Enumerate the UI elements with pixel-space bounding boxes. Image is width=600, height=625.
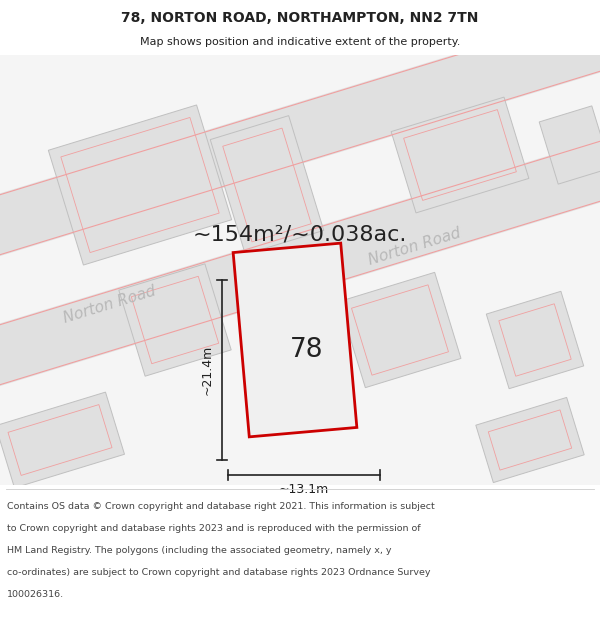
- Text: ~21.4m: ~21.4m: [201, 345, 214, 395]
- Polygon shape: [119, 264, 231, 376]
- Text: Norton Road: Norton Road: [367, 226, 463, 268]
- Polygon shape: [0, 392, 124, 488]
- Text: Contains OS data © Crown copyright and database right 2021. This information is : Contains OS data © Crown copyright and d…: [7, 502, 435, 511]
- Polygon shape: [339, 272, 461, 388]
- Text: Norton Road: Norton Road: [62, 284, 158, 326]
- Polygon shape: [539, 106, 600, 184]
- Polygon shape: [252, 259, 348, 421]
- Text: 78: 78: [290, 337, 324, 363]
- Polygon shape: [49, 105, 232, 265]
- Polygon shape: [391, 97, 529, 213]
- Text: to Crown copyright and database rights 2023 and is reproduced with the permissio: to Crown copyright and database rights 2…: [7, 524, 421, 533]
- Polygon shape: [210, 116, 324, 254]
- Text: HM Land Registry. The polygons (including the associated geometry, namely x, y: HM Land Registry. The polygons (includin…: [7, 546, 392, 555]
- Polygon shape: [487, 291, 584, 389]
- Text: 100026316.: 100026316.: [7, 590, 64, 599]
- Polygon shape: [0, 127, 600, 399]
- Text: 78, NORTON ROAD, NORTHAMPTON, NN2 7TN: 78, NORTON ROAD, NORTHAMPTON, NN2 7TN: [121, 11, 479, 25]
- Polygon shape: [476, 398, 584, 482]
- Text: co-ordinates) are subject to Crown copyright and database rights 2023 Ordnance S: co-ordinates) are subject to Crown copyr…: [7, 568, 431, 577]
- Polygon shape: [0, 0, 600, 269]
- Polygon shape: [233, 243, 357, 437]
- Text: Map shows position and indicative extent of the property.: Map shows position and indicative extent…: [140, 38, 460, 48]
- Text: ~13.1m: ~13.1m: [279, 483, 329, 496]
- Text: ~154m²/~0.038ac.: ~154m²/~0.038ac.: [193, 225, 407, 245]
